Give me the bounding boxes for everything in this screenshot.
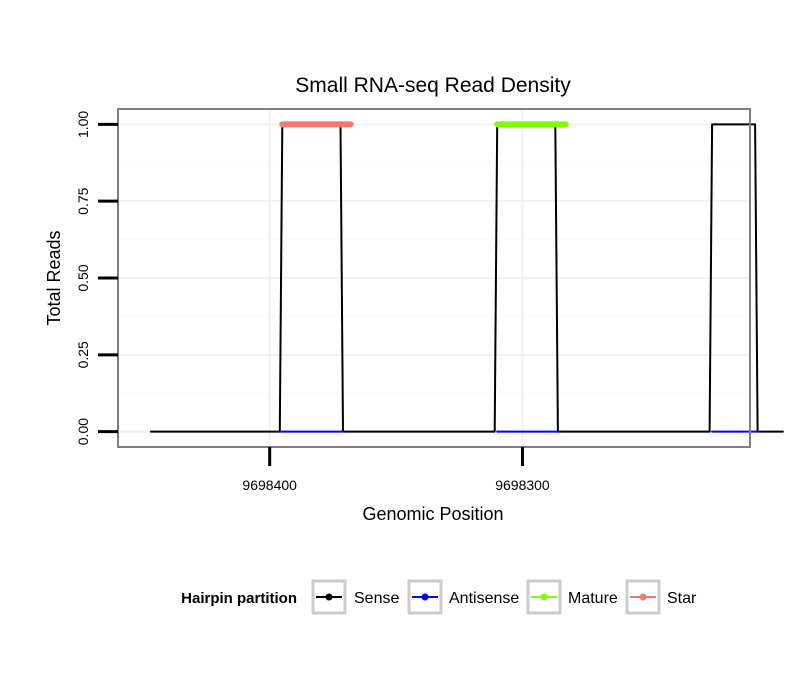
chart-title: Small RNA-seq Read Density (295, 74, 571, 97)
x-tick-label: 9698400 (242, 477, 297, 493)
y-tick-label: 0.75 (75, 187, 91, 214)
series-layer (149, 121, 784, 433)
legend-label-star: Star (667, 590, 697, 607)
y-axis: 0.00 0.25 0.50 0.75 1.00 (75, 111, 118, 445)
legend: Hairpin partition Sense Antisense Mature (181, 579, 697, 615)
legend-item-star: Star (625, 579, 697, 615)
y-tick-label: 0.00 (75, 418, 91, 445)
y-tick-label: 0.50 (75, 264, 91, 291)
x-tick-label: 9698300 (495, 477, 550, 493)
legend-dot-mature (540, 593, 548, 601)
x-axis-label: Genomic Position (362, 504, 503, 524)
plot-panel (117, 108, 784, 448)
legend-item-antisense: Antisense (407, 579, 519, 615)
y-axis-label: Total Reads (44, 230, 64, 325)
y-tick-label: 1.00 (75, 111, 91, 138)
x-axis: 9698400 9698300 (242, 447, 550, 493)
legend-dot-star (639, 593, 647, 601)
legend-dot-antisense (421, 593, 429, 601)
legend-label-mature: Mature (568, 590, 618, 607)
legend-title: Hairpin partition (181, 590, 297, 607)
legend-label-antisense: Antisense (449, 590, 519, 607)
legend-label-sense: Sense (354, 590, 399, 607)
legend-dot-sense (325, 593, 333, 601)
legend-item-sense: Sense (311, 579, 399, 615)
y-tick-label: 0.25 (75, 341, 91, 368)
legend-item-mature: Mature (526, 579, 618, 615)
